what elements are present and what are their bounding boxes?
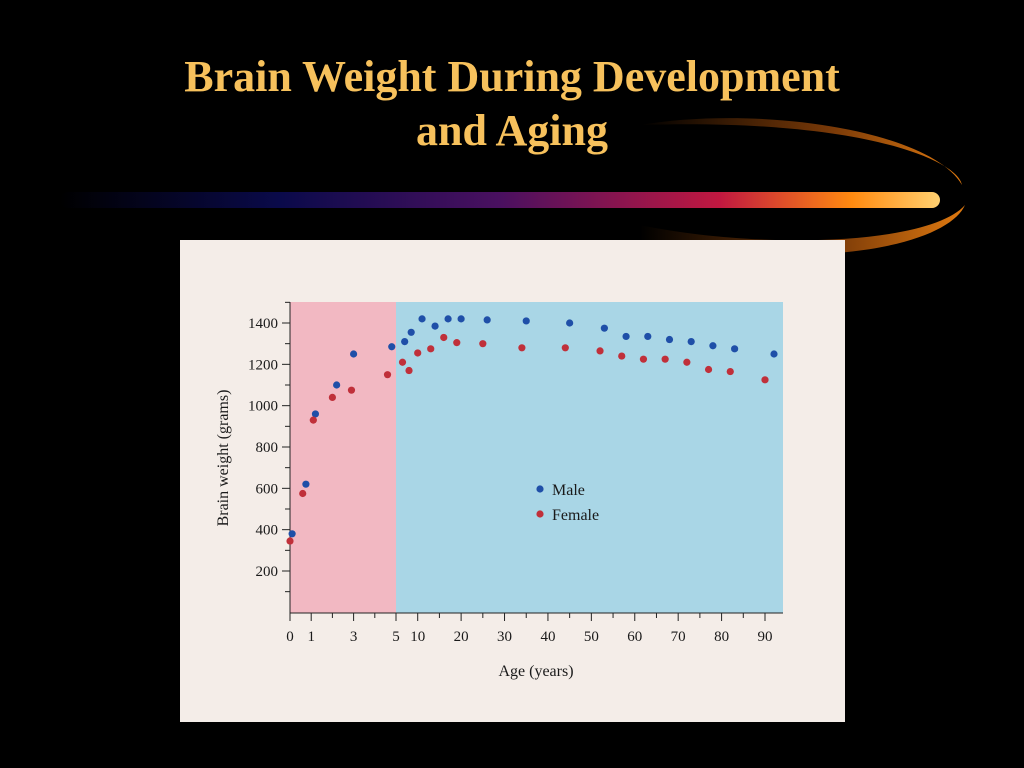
legend-marker-male — [536, 485, 544, 493]
male-point — [566, 319, 574, 327]
male-point — [457, 315, 465, 323]
female-point — [414, 349, 422, 357]
female-point — [347, 386, 356, 394]
x-tick-label: 70 — [671, 629, 686, 645]
slide-title-line2: and Aging — [416, 106, 608, 155]
title-streak — [60, 192, 940, 208]
female-point — [561, 344, 569, 352]
male-point — [687, 338, 695, 346]
x-tick-label: 90 — [758, 629, 773, 645]
male-point — [622, 332, 630, 341]
male-point — [522, 317, 530, 325]
male-point — [600, 324, 608, 332]
male-point — [483, 316, 491, 324]
female-point — [299, 489, 307, 498]
female-point — [618, 352, 626, 360]
female-point — [704, 365, 713, 374]
legend-label-female: Female — [552, 507, 599, 524]
male-point — [388, 343, 396, 351]
x-tick-label: 60 — [627, 629, 642, 645]
male-point — [407, 328, 415, 336]
female-point — [427, 345, 435, 353]
x-tick-label: 30 — [497, 629, 512, 645]
slide-title: Brain Weight During Development and Agin… — [0, 50, 1024, 158]
female-point — [440, 333, 448, 342]
y-tick-label: 1000 — [248, 399, 278, 415]
female-point — [726, 367, 734, 376]
male-point — [333, 381, 341, 389]
female-point — [383, 371, 392, 379]
female-point — [479, 340, 487, 348]
aging-region — [396, 302, 783, 613]
female-point — [661, 355, 669, 363]
female-point — [309, 416, 317, 424]
male-point — [311, 410, 320, 418]
male-point — [401, 338, 409, 346]
female-point — [405, 366, 413, 375]
y-tick-label: 1400 — [248, 316, 278, 332]
x-tick-label: 20 — [454, 629, 469, 645]
y-axis-title: Brain weight (grams) — [215, 390, 232, 527]
female-point — [398, 358, 407, 366]
male-point — [302, 480, 310, 488]
y-tick-label: 1200 — [248, 357, 278, 373]
x-tick-label: 10 — [410, 629, 425, 645]
x-tick-label: 5 — [392, 629, 400, 645]
male-point — [770, 350, 778, 358]
female-point — [683, 358, 691, 366]
x-tick-label: 1 — [307, 629, 315, 645]
brain-weight-chart: 200 400 600 800 1000 1200 1400 0 1 3 5 10 20 30 40 50 60… — [215, 301, 783, 680]
male-point — [431, 322, 439, 330]
x-tick-label: 40 — [540, 629, 555, 645]
female-point — [761, 376, 769, 384]
female-point — [453, 339, 461, 347]
y-tick-label: 200 — [256, 564, 279, 580]
male-point — [350, 350, 358, 358]
legend-marker-female — [536, 510, 544, 518]
x-tick-label: 0 — [286, 629, 294, 645]
x-tick-label: 80 — [714, 629, 729, 645]
male-point — [644, 332, 652, 341]
y-tick-label: 600 — [256, 481, 279, 497]
female-point — [639, 355, 648, 363]
male-point — [288, 530, 296, 538]
x-axis-title: Age (years) — [498, 663, 573, 680]
male-point — [418, 315, 426, 323]
male-point — [665, 335, 674, 344]
male-point — [731, 345, 739, 353]
y-tick-label: 800 — [256, 440, 279, 456]
male-point — [709, 342, 717, 350]
male-point — [444, 315, 452, 323]
legend-label-male: Male — [552, 482, 585, 499]
slide-title-line1: Brain Weight During Development — [184, 52, 840, 101]
female-point — [518, 344, 526, 352]
female-point — [328, 393, 336, 401]
y-tick-label: 400 — [256, 523, 279, 539]
x-tick-label: 50 — [584, 629, 599, 645]
female-point — [596, 347, 604, 355]
female-point — [286, 537, 294, 545]
chart-card: 200 400 600 800 1000 1200 1400 0 1 3 5 10 20 30 40 50 60… — [180, 240, 845, 722]
x-tick-label: 3 — [350, 629, 358, 645]
development-region — [290, 302, 396, 613]
